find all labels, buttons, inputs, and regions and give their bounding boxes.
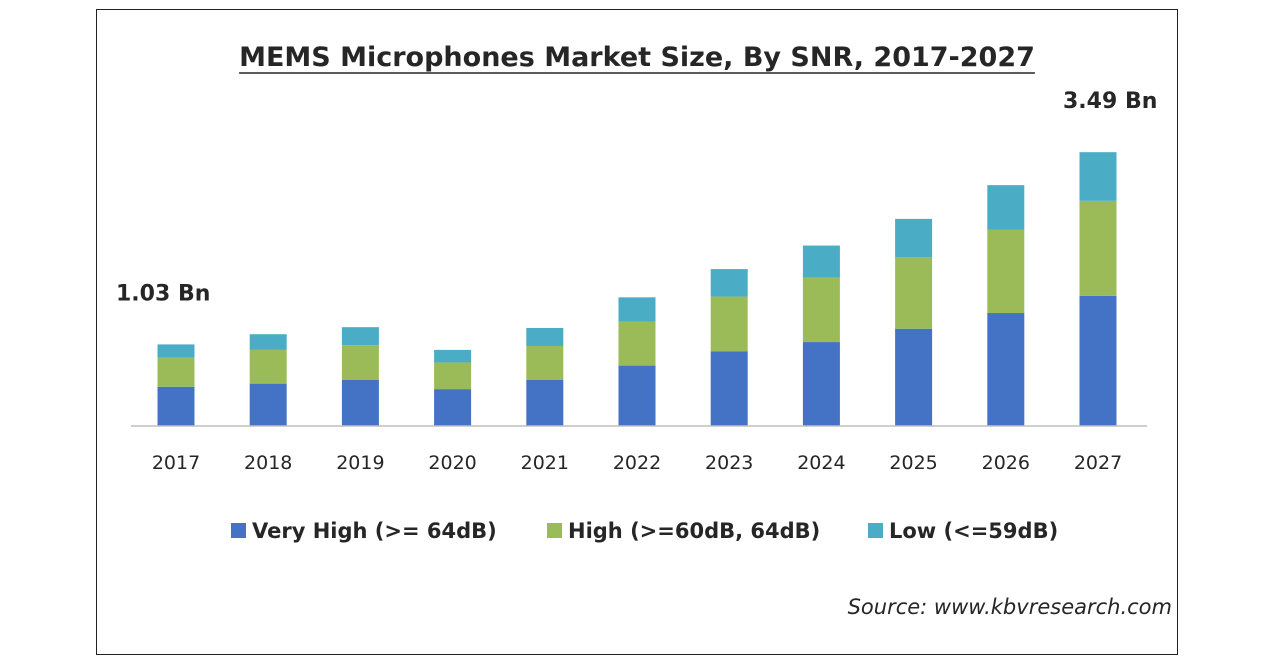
x-tick-2019: 2019 bbox=[336, 452, 384, 474]
bar-2026-series-0 bbox=[987, 313, 1025, 426]
bar-2022-series-1 bbox=[618, 321, 656, 366]
bar-2024-series-0 bbox=[802, 342, 840, 426]
bar-2019-series-0 bbox=[341, 379, 379, 426]
legend: Very High (>= 64dB) High (>=60dB, 64dB) Lo… bbox=[231, 519, 1058, 543]
legend-swatch-1 bbox=[547, 523, 562, 538]
chart-title: MEMS Microphones Market Size, By SNR, 20… bbox=[239, 42, 1035, 73]
legend-label-2: Low (<=59dB) bbox=[889, 519, 1058, 543]
x-tick-2022: 2022 bbox=[613, 452, 661, 474]
x-tick-2021: 2021 bbox=[521, 452, 569, 474]
x-tick-2024: 2024 bbox=[797, 452, 845, 474]
bar-2024-series-2 bbox=[802, 245, 840, 278]
bar-2025-series-0 bbox=[895, 328, 933, 426]
chart-frame: MEMS Microphones Market Size, By SNR, 20… bbox=[96, 9, 1178, 655]
x-tick-2020: 2020 bbox=[428, 452, 476, 474]
x-tick-2023: 2023 bbox=[705, 452, 753, 474]
bar-2018-series-1 bbox=[249, 349, 287, 384]
legend-swatch-0 bbox=[231, 523, 246, 538]
bar-2022-series-0 bbox=[618, 365, 656, 426]
bar-2021-series-2 bbox=[526, 327, 564, 346]
legend-swatch-2 bbox=[868, 523, 883, 538]
x-tick-2025: 2025 bbox=[889, 452, 937, 474]
x-tick-2026: 2026 bbox=[982, 452, 1030, 474]
bar-2017-series-0 bbox=[157, 386, 195, 426]
bar-2020-series-0 bbox=[434, 389, 472, 426]
bar-2022-series-2 bbox=[618, 297, 656, 322]
bar-2026-series-2 bbox=[987, 185, 1025, 230]
bar-2023-series-1 bbox=[710, 296, 748, 352]
bar-2021-series-1 bbox=[526, 345, 564, 380]
annotation-2017: 1.03 Bn bbox=[116, 281, 210, 306]
bar-2019-series-2 bbox=[341, 327, 379, 346]
annotations-group: 1.03 Bn 3.49 Bn bbox=[116, 89, 1157, 306]
x-tick-labels: 2017 2018 2019 2020 2021 2022 2023 2024 2025 2026… bbox=[152, 452, 1122, 474]
bar-2021-series-0 bbox=[526, 379, 564, 426]
annotation-2027: 3.49 Bn bbox=[1063, 89, 1157, 114]
bar-2023-series-2 bbox=[710, 269, 748, 297]
source-text: Source: www.kbvresearch.com bbox=[848, 595, 1172, 619]
bar-2018-series-2 bbox=[249, 334, 287, 350]
bar-2019-series-1 bbox=[341, 345, 379, 380]
bar-2026-series-1 bbox=[987, 229, 1025, 314]
legend-label-1: High (>=60dB, 64dB) bbox=[568, 519, 820, 543]
bar-2017-series-1 bbox=[157, 357, 195, 387]
chart-svg: MEMS Microphones Market Size, By SNR, 20… bbox=[116, 42, 1172, 619]
bar-2020-series-1 bbox=[434, 362, 472, 390]
legend-label-0: Very High (>= 64dB) bbox=[252, 519, 497, 543]
bars-group bbox=[157, 152, 1117, 426]
bar-2027-series-2 bbox=[1079, 152, 1117, 201]
bar-2025-series-2 bbox=[895, 218, 933, 258]
bar-2024-series-1 bbox=[802, 277, 840, 343]
bar-2020-series-2 bbox=[434, 349, 472, 363]
bar-2025-series-1 bbox=[895, 257, 933, 329]
bar-2027-series-0 bbox=[1079, 295, 1117, 426]
x-tick-2017: 2017 bbox=[152, 452, 200, 474]
x-tick-2018: 2018 bbox=[244, 452, 292, 474]
bar-2017-series-2 bbox=[157, 344, 195, 358]
bar-2018-series-0 bbox=[249, 383, 287, 426]
bar-2027-series-1 bbox=[1079, 200, 1117, 296]
x-tick-2027: 2027 bbox=[1074, 452, 1122, 474]
bar-2023-series-0 bbox=[710, 351, 748, 426]
